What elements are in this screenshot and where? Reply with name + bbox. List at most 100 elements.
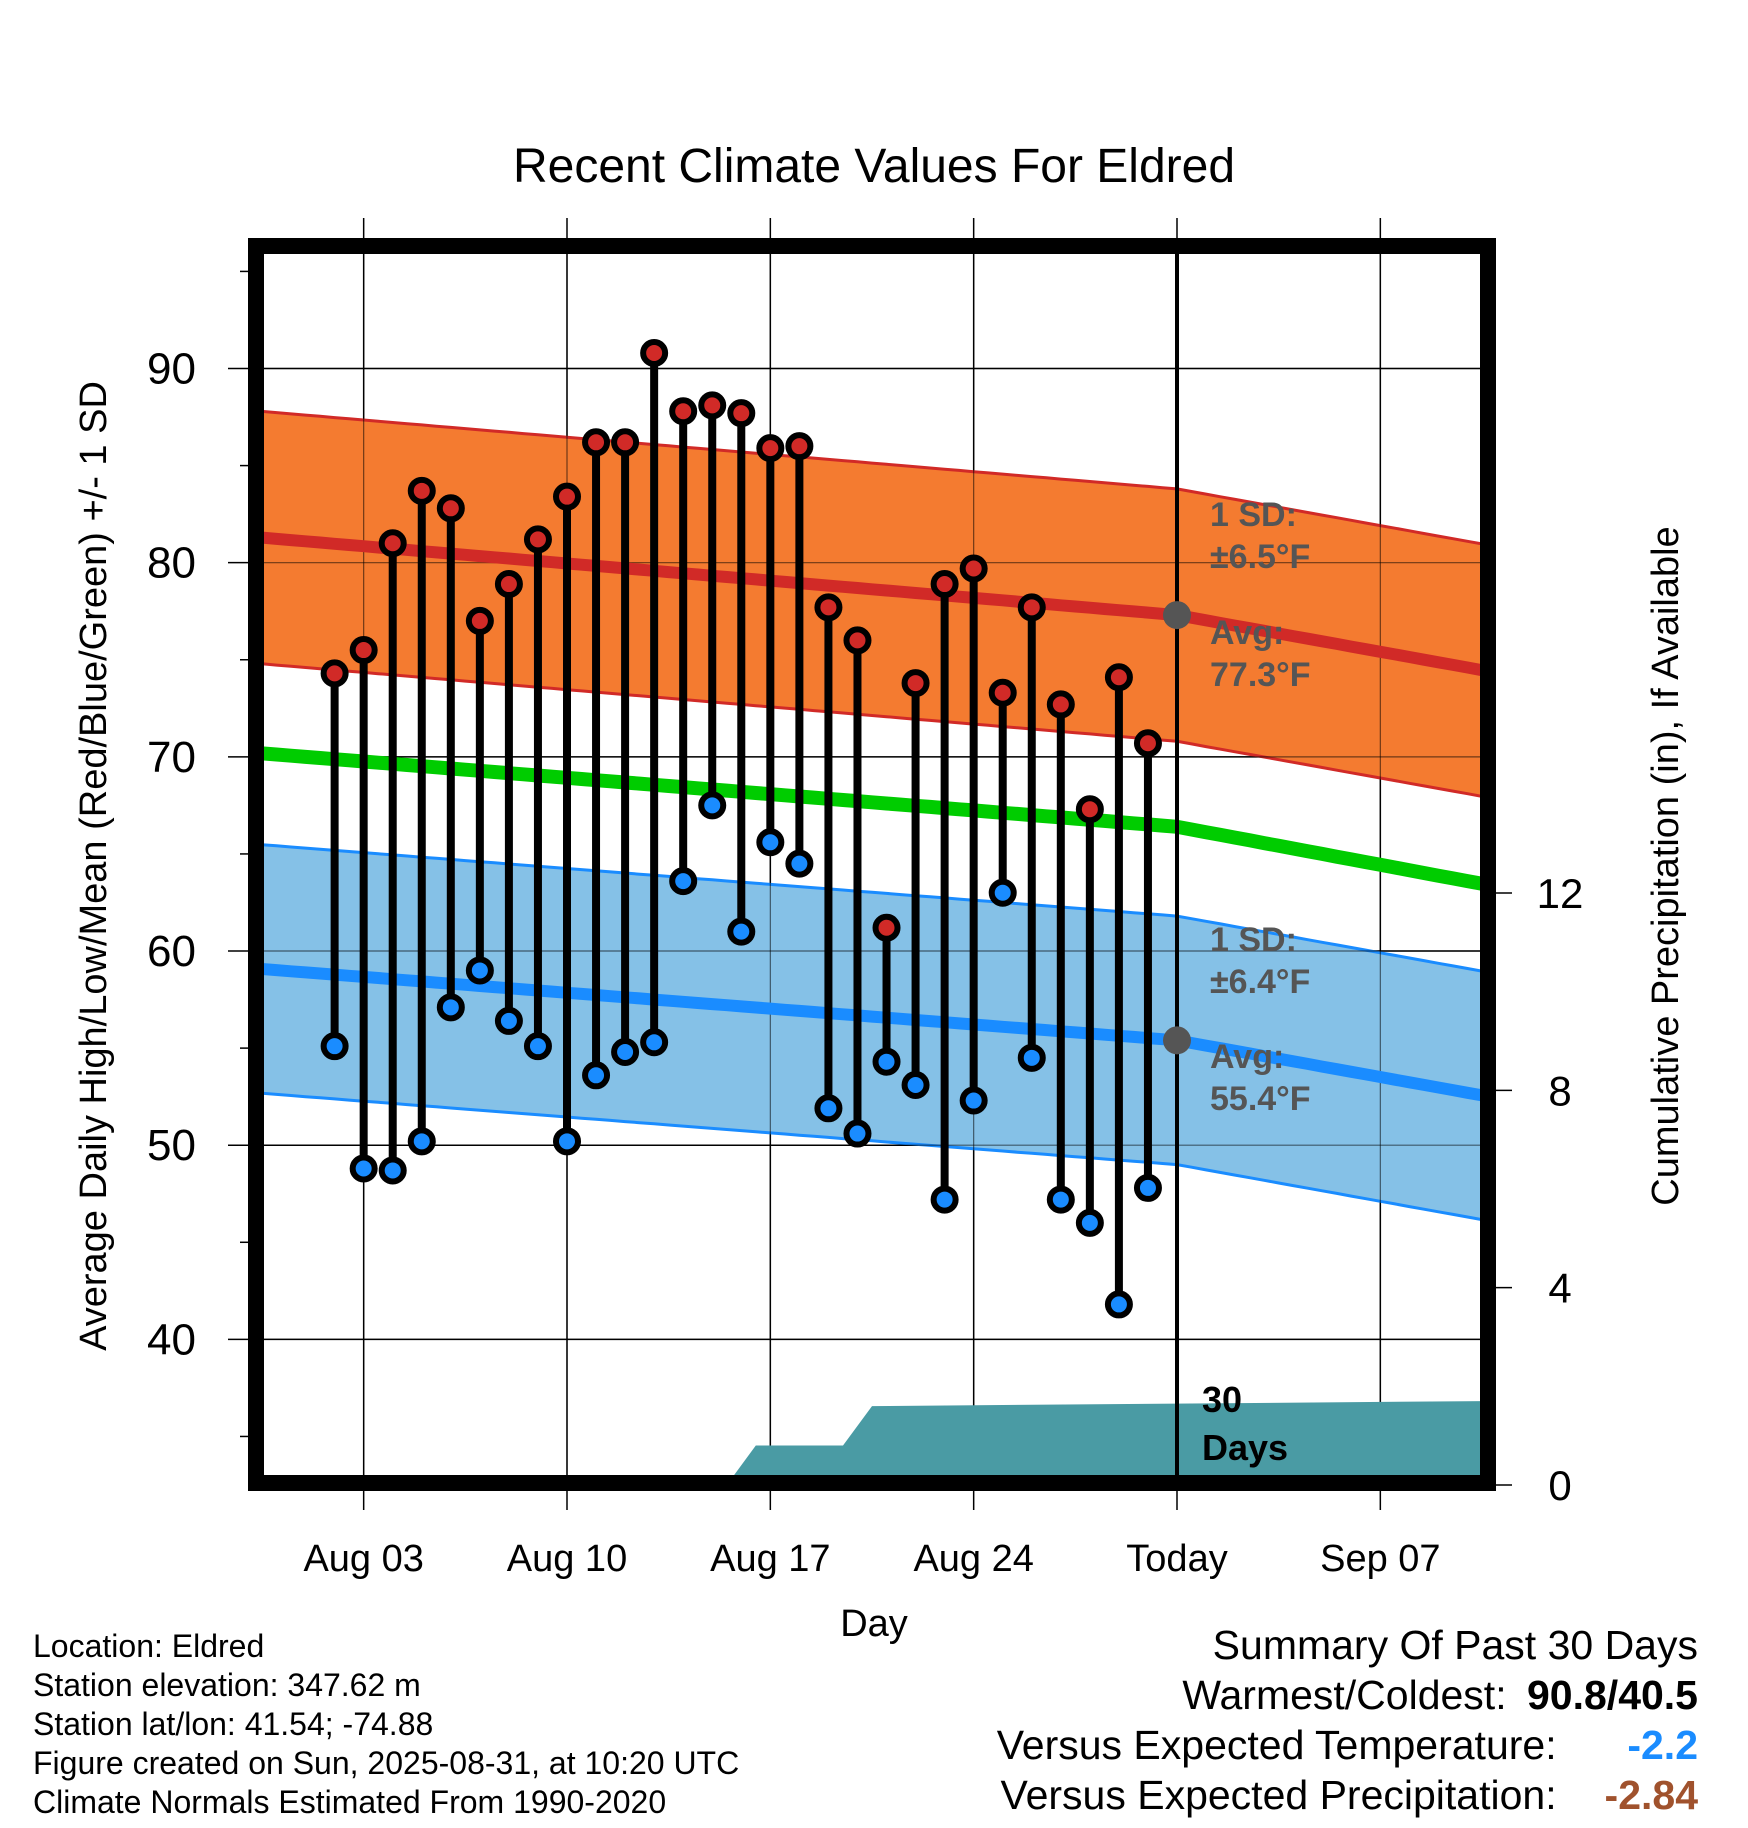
daily-high-point [901, 669, 930, 698]
normal-low-line [262, 963, 1482, 1102]
daily-high-point [523, 525, 552, 554]
elevation-text: Station elevation: 347.62 m [33, 1667, 421, 1703]
high-avg-value: 77.3°F [1210, 656, 1311, 694]
temp-row: Versus Expected Temperature: -2.2 [997, 1720, 1698, 1770]
y-right-axis-label: Cumulative Precipitation (in), If Availa… [1645, 526, 1687, 1205]
daily-low-point [640, 1028, 669, 1057]
y-axis-label: Average Daily High/Low/Mean (Red/Blue/Gr… [73, 381, 115, 1351]
daily-high-point [1017, 593, 1046, 622]
low-avg-label: Avg: [1210, 1038, 1284, 1076]
daily-low-point [872, 1047, 901, 1076]
y-tick-label: 50 [147, 1121, 196, 1170]
y-right-tick-label: 4 [1548, 1265, 1571, 1312]
daily-high-point [611, 428, 640, 457]
y-right-tick-label: 12 [1537, 870, 1584, 917]
low-sd-lower-edge [262, 1091, 1482, 1222]
daily-low-point [523, 1032, 552, 1061]
daily-high-point [959, 554, 988, 583]
daily-low-point [553, 1127, 581, 1156]
daily-high-point [378, 529, 407, 558]
summary-title: Summary Of Past 30 Days [1212, 1622, 1698, 1668]
temp-label: Versus Expected Temperature: [996, 1722, 1557, 1768]
daily-high-point [1046, 690, 1075, 719]
x-tick-label: Aug 24 [913, 1538, 1033, 1580]
low-sd-label: 1 SD: [1210, 921, 1297, 959]
x-tick-label: Aug 10 [507, 1538, 627, 1580]
x-axis-label: Day [840, 1603, 908, 1645]
daily-low-point [843, 1119, 872, 1148]
x-tick-label: Today [1126, 1538, 1227, 1580]
y-tick-label: 70 [147, 733, 196, 782]
daily-high-point [756, 434, 785, 463]
daily-low-point [1133, 1173, 1162, 1202]
daily-high-point [640, 338, 669, 367]
daily-low-point [901, 1071, 930, 1100]
daily-low-point [930, 1185, 959, 1214]
daily-low-point [959, 1086, 988, 1115]
normal-high-line [262, 531, 1482, 677]
daily-low-point [320, 1032, 349, 1061]
daily-low-point [465, 956, 494, 985]
y-tick-label: 60 [147, 927, 196, 976]
daily-low-point [582, 1061, 611, 1090]
latlon-text: Station lat/lon: 41.54; -74.88 [33, 1706, 434, 1742]
daily-low-point [1017, 1043, 1046, 1072]
daily-high-point [698, 391, 727, 420]
daily-high-point [1133, 729, 1162, 758]
y-tick-label: 90 [147, 345, 196, 394]
daily-low-point [814, 1094, 843, 1123]
temp-value: -2.2 [1627, 1722, 1698, 1768]
y-tick-label: 40 [147, 1315, 196, 1364]
high-avg-label: Avg: [1210, 614, 1284, 652]
daily-high-point [436, 494, 465, 523]
daily-low-point [349, 1154, 378, 1183]
high-sd-label: 1 SD: [1210, 496, 1297, 534]
daily-low-point [436, 993, 465, 1022]
daily-high-point [582, 428, 611, 457]
daily-low-point [378, 1156, 407, 1185]
daily-high-point [669, 397, 698, 426]
x-tick-label: Aug 03 [303, 1538, 423, 1580]
location-text: Location: Eldred [33, 1628, 265, 1664]
daily-high-point [930, 570, 959, 599]
daily-high-point [407, 476, 436, 505]
high-avg-point [1163, 601, 1191, 630]
daily-high-point [872, 913, 901, 942]
y-right-tick-label: 8 [1548, 1067, 1571, 1114]
created-text: Figure created on Sun, 2025-08-31, at 10… [33, 1745, 740, 1781]
daily-low-point [494, 1006, 523, 1035]
daily-low-point [756, 828, 785, 857]
precipitation-area [726, 1401, 1482, 1485]
daily-high-point [553, 482, 581, 511]
high-sd-upper-edge [262, 409, 1482, 546]
y-right-tick-label: 0 [1548, 1462, 1571, 1509]
days-count-label: 30 [1202, 1379, 1242, 1420]
normal-mean-line [262, 746, 1482, 891]
daily-low-point [1046, 1185, 1075, 1214]
high-sd-value: ±6.5°F [1210, 538, 1310, 576]
x-tick-label: Sep 07 [1320, 1538, 1440, 1580]
daily-high-point [1104, 663, 1133, 692]
daily-high-point [843, 626, 872, 655]
daily-low-point [988, 878, 1017, 907]
warm-cold-row: Warmest/Coldest: 90.8/40.5 [997, 1670, 1698, 1720]
low-avg-point [1163, 1026, 1191, 1055]
daily-low-point [1104, 1290, 1133, 1319]
normals-text: Climate Normals Estimated From 1990-2020 [33, 1784, 667, 1820]
low-sd-upper-edge [262, 843, 1482, 973]
x-tick-label: Aug 17 [710, 1538, 830, 1580]
warm-cold-value: 90.8/40.5 [1527, 1672, 1698, 1718]
daily-high-point [320, 659, 349, 688]
daily-low-point [785, 849, 814, 878]
precip-value: -2.84 [1604, 1772, 1698, 1818]
low-avg-value: 55.4°F [1210, 1080, 1311, 1118]
daily-high-point [988, 678, 1017, 707]
daily-high-point [349, 636, 378, 665]
daily-low-point [669, 867, 698, 896]
daily-high-point [465, 606, 494, 635]
summary-panel: Summary Of Past 30 Days Warmest/Coldest:… [997, 1620, 1698, 1820]
warm-cold-label: Warmest/Coldest: [1182, 1672, 1507, 1718]
chart-title: Recent Climate Values For Eldred [513, 140, 1235, 193]
y-tick-label: 80 [147, 539, 196, 588]
daily-low-point [727, 917, 756, 946]
